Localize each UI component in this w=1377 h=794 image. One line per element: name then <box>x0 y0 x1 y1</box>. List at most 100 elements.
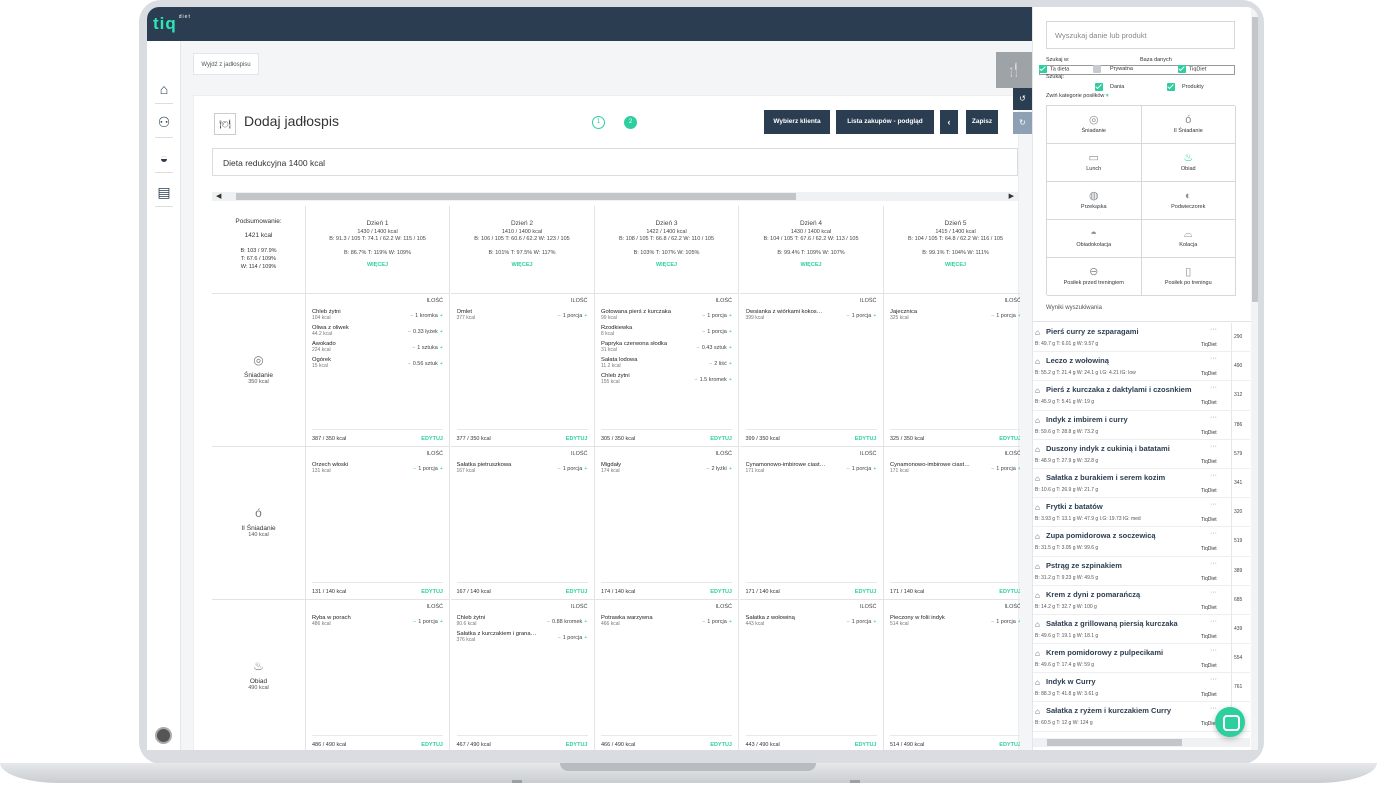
edit-button[interactable]: EDYTUJ <box>999 436 1020 442</box>
meal-cell[interactable]: ILOŚĆ Chleb żytni 104 kcal −1 kromka + Oliwa … <box>306 294 450 447</box>
scroll-left-icon[interactable]: ◀ <box>216 193 222 200</box>
home-icon[interactable]: ⌂ <box>159 81 169 97</box>
more-link[interactable]: WIĘCEJ <box>800 262 822 268</box>
minus-icon[interactable]: − <box>990 466 995 472</box>
plus-icon[interactable]: + <box>584 635 588 641</box>
result-item[interactable]: ⌂ Zupa pomidorowa z soczewicą B: 31.5 g T:… <box>1033 527 1250 557</box>
more-link[interactable]: WIĘCEJ <box>944 262 967 268</box>
plus-icon[interactable]: + <box>584 619 588 625</box>
scroll-thumb[interactable] <box>1252 17 1258 302</box>
logo[interactable]: tiq diet <box>153 14 191 33</box>
category-tile[interactable]: ⊖ Posiłek przed treningiem <box>1047 258 1142 296</box>
result-item[interactable]: ⌂ Krem z dyni z pomarańczą B: 14.2 g T: 32… <box>1033 585 1250 615</box>
edit-button[interactable]: EDYTUJ <box>565 589 588 595</box>
meal-cell[interactable]: ILOŚĆ Owsianka z wiórkami kokosowymi 399 k… <box>739 294 884 447</box>
result-item[interactable]: ⌂ Duszony indyk z cukinią i batatami B: 48… <box>1033 439 1250 469</box>
checkbox-icon[interactable] <box>1178 65 1186 73</box>
meal-item[interactable]: Cynamonowo-imbirowe ciasteczka171 kcal−1… <box>746 462 877 478</box>
plus-icon[interactable]: + <box>439 345 443 351</box>
more-options-icon[interactable]: ··· <box>1210 530 1217 538</box>
category-tile[interactable]: ◐ Podwieczorek <box>1141 182 1236 220</box>
plus-icon[interactable]: + <box>439 466 443 472</box>
category-tile[interactable]: ▯ Posiłek po treningu <box>1141 258 1236 296</box>
more-options-icon[interactable]: ··· <box>1210 413 1217 421</box>
plus-icon[interactable]: + <box>439 329 443 335</box>
more-options-icon[interactable]: ··· <box>1210 588 1217 596</box>
more-link[interactable]: WIĘCEJ <box>511 262 533 268</box>
meal-cell[interactable]: ILOŚĆ Migdały 174 kcal −2 łyżki +174 / 140 k… <box>595 447 739 600</box>
meal-item[interactable]: Pieczony w folii indyk 514 kcal −1 porcja + <box>890 615 1020 631</box>
meal-cell[interactable]: ILOŚĆ Ryba w porach 486 kcal −1 porcja +486 … <box>306 600 450 750</box>
meal-item[interactable]: Papryka czerwona słodka 31 kcal −0.43 sztu… <box>601 341 732 357</box>
panel-vertical-scrollbar[interactable] <box>1251 7 1258 750</box>
result-item[interactable]: ⌂ Sałatka z grillowaną piersią kurczaka B:… <box>1033 614 1250 645</box>
meal-cell[interactable]: ILOŚĆ Sałatka pietruszkowa 167 kcal −1 porc… <box>450 447 595 600</box>
plus-icon[interactable]: + <box>873 619 877 625</box>
plus-icon[interactable]: + <box>1017 466 1020 472</box>
edit-button[interactable]: EDYTUJ <box>854 589 877 595</box>
meal-item[interactable]: Chleb żytni 90.6 kcal −0.88 kromek + <box>457 615 588 631</box>
category-tile[interactable]: ◎ Śniadanie <box>1047 106 1142 144</box>
minus-icon[interactable]: − <box>846 466 850 472</box>
edit-button[interactable]: EDYTUJ <box>854 742 877 748</box>
plus-icon[interactable]: + <box>873 466 877 472</box>
meal-cell[interactable]: ILOŚĆ Sałatka z wołowiną 443 kcal −1 porcja… <box>740 600 884 750</box>
fork-knife-icon[interactable]: 🍴 <box>996 52 1032 88</box>
minus-icon[interactable]: − <box>412 466 417 472</box>
minus-icon[interactable]: − <box>846 313 850 319</box>
meal-cell[interactable]: ILOŚĆ Omlet 377 kcal −1 porcja +377 / 350 kc… <box>450 294 595 447</box>
minus-icon[interactable]: − <box>709 361 713 367</box>
meal-cell[interactable]: ILOŚĆ Gotowana pierś z kurczaka 99 kcal −1 … <box>595 294 739 447</box>
filter-dishes[interactable]: Dania <box>1095 83 1124 91</box>
filter-private[interactable]: Prywatna <box>1093 65 1133 73</box>
more-options-icon[interactable]: ··· <box>1210 501 1217 509</box>
results-horizontal-scrollbar[interactable] <box>1033 738 1250 747</box>
meal-item[interactable]: Oliwa z oliwek 44.2 kcal −0.33 łyżek + <box>312 325 443 341</box>
category-tile[interactable]: ⌓ Kolacja <box>1141 220 1236 258</box>
edit-button[interactable]: EDYTUJ <box>710 436 732 442</box>
exit-menu-button[interactable]: Wyjdź z jadłospisu <box>193 53 259 75</box>
category-tile[interactable]: ó II Śniadanie <box>1141 106 1236 144</box>
category-tile[interactable]: ▭ Lunch <box>1047 144 1142 182</box>
plus-icon[interactable]: + <box>728 313 732 319</box>
edit-button[interactable]: EDYTUJ <box>710 589 732 595</box>
meal-item[interactable]: Ryba w porach 486 kcal −1 porcja + <box>312 615 443 631</box>
category-tile[interactable]: ◍ Przekąska <box>1047 182 1142 220</box>
minus-icon[interactable]: − <box>407 361 411 367</box>
plus-icon[interactable]: + <box>728 619 732 625</box>
minus-icon[interactable]: − <box>407 329 412 335</box>
minus-icon[interactable]: − <box>706 466 710 472</box>
edit-button[interactable]: EDYTUJ <box>999 589 1020 595</box>
plus-icon[interactable]: + <box>584 466 588 472</box>
result-item[interactable]: ⌂ Sałatka z burakiem i serem kozim B: 10.6… <box>1033 468 1250 499</box>
meal-item[interactable]: Cynamonowo-imbirowe ciasteczka171 kcal−1… <box>890 462 1020 478</box>
plus-icon[interactable]: + <box>728 377 732 383</box>
more-options-icon[interactable]: ··· <box>1210 384 1217 392</box>
more-options-icon[interactable]: ··· <box>1210 471 1217 479</box>
plus-icon[interactable]: + <box>728 329 732 335</box>
minus-icon[interactable]: − <box>701 313 706 319</box>
step-1[interactable]: 1 <box>592 116 605 129</box>
meal-item[interactable]: Chleb żytni 155 kcal −1.5 kromek + <box>601 373 732 389</box>
minus-icon[interactable]: − <box>846 619 850 625</box>
edit-button[interactable]: EDYTUJ <box>565 742 588 748</box>
result-item[interactable]: ⌂ Pierś z kurczaka z daktylami i czosnkie… <box>1033 381 1250 411</box>
result-item[interactable]: ⌂ Pstrąg ze szpinakiem B: 31.2 g T: 9.23 g… <box>1033 556 1250 586</box>
minus-icon[interactable]: − <box>412 619 417 625</box>
meal-item[interactable]: Awokado 224 kcal −1 sztuka + <box>312 341 443 357</box>
plus-icon[interactable]: + <box>1017 313 1020 319</box>
dish-icon[interactable]: ◒ <box>159 150 169 166</box>
meal-cell[interactable]: ILOŚĆ Pieczony w folii indyk 514 kcal −1 po… <box>884 600 1020 750</box>
diet-name[interactable]: Dieta redukcyjna 1400 kcal <box>212 148 1018 176</box>
minus-icon[interactable]: − <box>557 313 561 319</box>
edit-button[interactable]: EDYTUJ <box>999 742 1020 748</box>
collapse-categories-link[interactable]: Zwiń kategorie posiłków ▾ <box>1046 93 1109 99</box>
meal-cell[interactable]: ILOŚĆ Orzech włoski 131 kcal −1 porcja +131 … <box>306 447 450 600</box>
meal-item[interactable]: Chleb żytni 104 kcal −1 kromka + <box>312 309 443 325</box>
plus-icon[interactable]: + <box>439 313 443 319</box>
meal-item[interactable]: Potrawka warzywna 466 kcal −1 porcja + <box>601 615 732 631</box>
more-options-icon[interactable]: ··· <box>1210 326 1217 333</box>
search-input[interactable]: Wyszukaj danie lub produkt <box>1046 21 1235 49</box>
meal-item[interactable]: Omlet 377 kcal −1 porcja + <box>457 309 588 325</box>
